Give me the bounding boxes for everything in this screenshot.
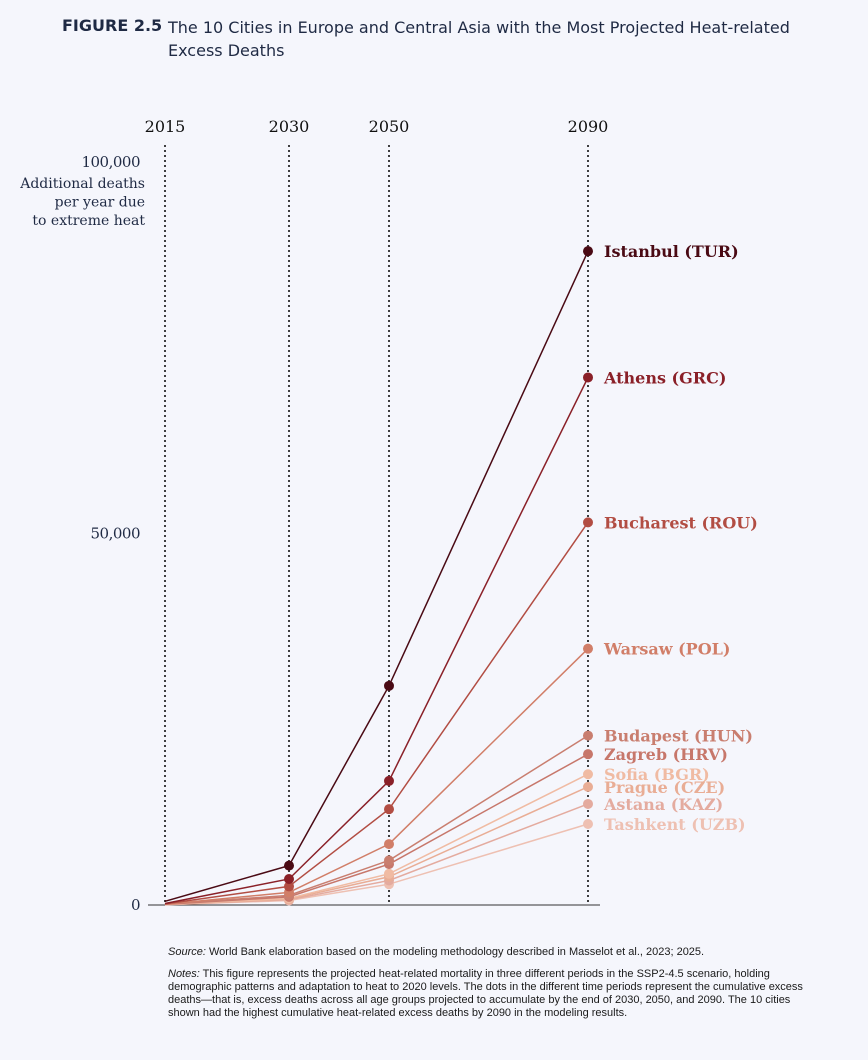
source-text: World Bank elaboration based on the mode…	[208, 946, 705, 958]
figure-title: The 10 Cities in Europe and Central Asia…	[168, 18, 790, 60]
data-point	[384, 804, 394, 815]
notes: Notes: This figure represents the projec…	[168, 968, 818, 1020]
data-point	[284, 881, 294, 892]
notes-label: Notes:	[168, 968, 200, 980]
series-line	[164, 521, 589, 905]
series-label: Athens (GRC)	[603, 368, 726, 387]
series-label: Sofia (BGR)	[604, 765, 710, 784]
data-point	[284, 860, 294, 871]
series-line	[164, 734, 589, 906]
data-point	[284, 873, 294, 884]
data-point	[583, 643, 593, 654]
notes-text: This figure represents the projected hea…	[168, 968, 803, 1019]
data-point	[384, 680, 394, 691]
data-point	[384, 855, 394, 866]
series-label: Prague (CZE)	[604, 778, 725, 797]
series-label: Istanbul (TUR)	[604, 242, 739, 261]
series-label: Warsaw (POL)	[603, 640, 730, 659]
data-point	[583, 798, 593, 809]
series-label: Astana (KAZ)	[603, 795, 723, 814]
source-note: Source: World Bank elaboration based on …	[168, 946, 818, 959]
data-point	[583, 246, 593, 257]
data-point	[583, 781, 593, 792]
y-tick-label: 0	[131, 896, 140, 914]
series-line	[164, 648, 589, 906]
series-label: Budapest (HUN)	[604, 727, 753, 746]
series-line	[164, 773, 589, 906]
data-point	[583, 517, 593, 528]
data-point	[583, 749, 593, 760]
x-tick-label: 2090	[568, 117, 609, 136]
data-point	[384, 775, 394, 786]
data-point	[583, 372, 593, 383]
data-point	[384, 868, 394, 879]
x-tick-label: 2030	[269, 117, 310, 136]
series-label: Zagreb (HRV)	[604, 745, 728, 764]
figure-label: FIGURE 2.5	[62, 16, 163, 35]
y-tick-label: 100,000	[81, 153, 140, 171]
series-line	[164, 753, 589, 906]
source-label: Source:	[168, 946, 206, 958]
x-tick-label: 2015	[145, 117, 186, 136]
y-axis-label: Additional deaths per year due to extreme …	[19, 176, 145, 229]
series-label: Tashkent (UZB)	[604, 815, 746, 834]
series-line	[164, 377, 589, 905]
y-tick-label: 50,000	[91, 525, 141, 543]
series-label: Bucharest (ROU)	[604, 513, 758, 532]
x-tick-label: 2050	[369, 117, 410, 136]
data-point	[583, 730, 593, 741]
data-point	[583, 769, 593, 780]
series-line	[164, 250, 589, 903]
data-point	[384, 839, 394, 850]
chart: 2015 2030 2050 2090 0 50,000 100,000 Additional…	[19, 117, 758, 914]
data-point	[583, 819, 593, 830]
